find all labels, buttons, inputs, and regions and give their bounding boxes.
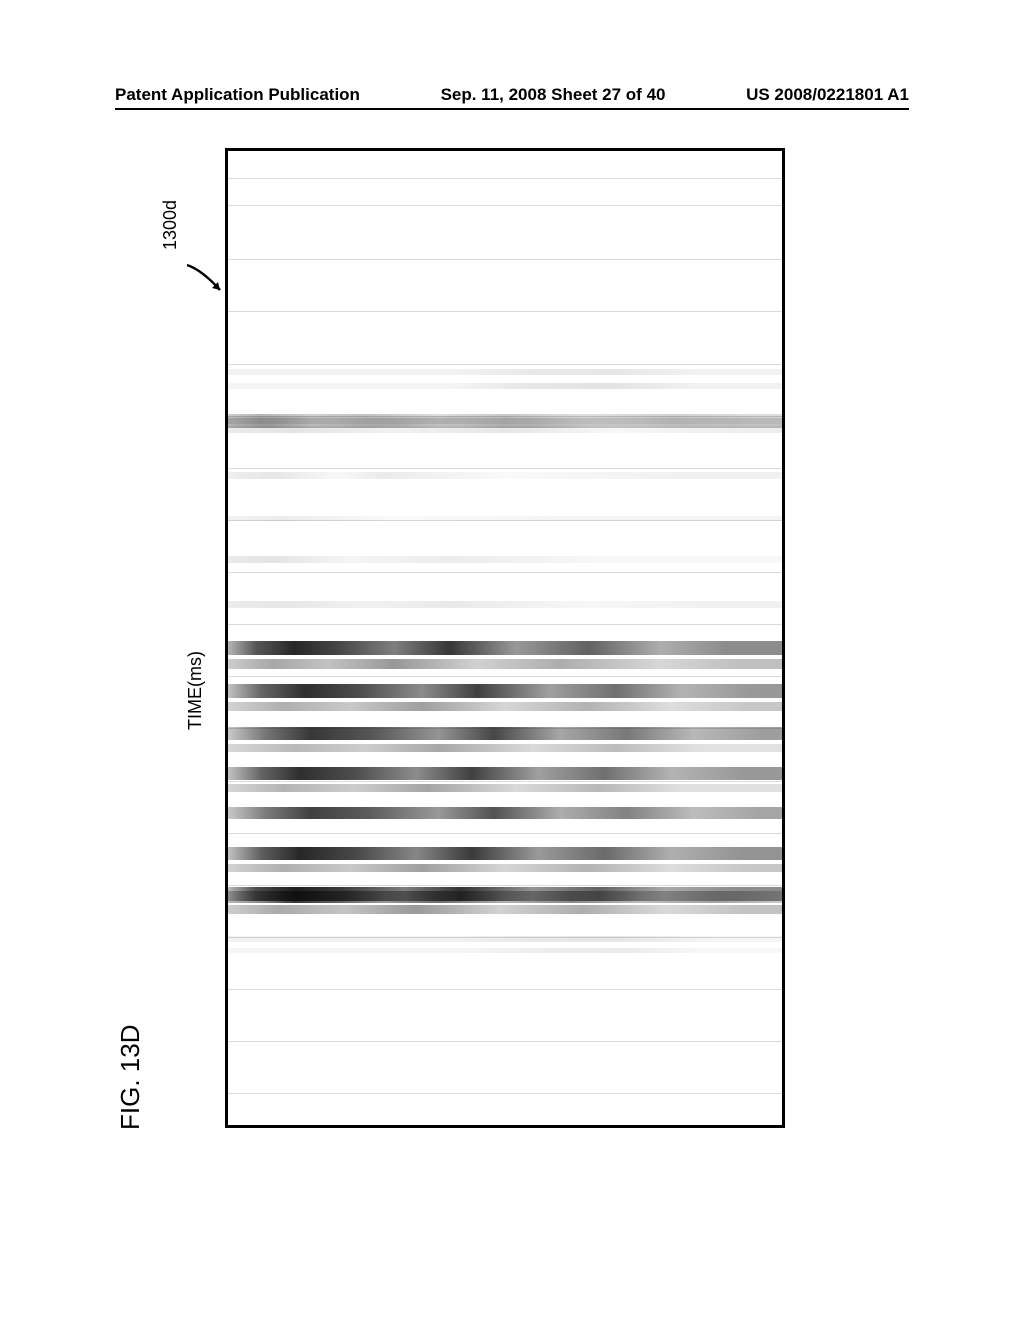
- seismic-trace: [228, 702, 782, 711]
- y-axis-label: TIME(ms): [185, 651, 206, 730]
- header-right: US 2008/0221801 A1: [746, 85, 909, 105]
- seismic-trace: [228, 948, 782, 953]
- seismic-trace: [228, 659, 782, 669]
- seismic-trace: [228, 414, 782, 428]
- seismic-trace: [228, 887, 782, 901]
- header-left: Patent Application Publication: [115, 85, 360, 105]
- seismic-trace: [228, 383, 782, 389]
- seismic-trace: [228, 847, 782, 860]
- figure-label: FIG. 13D: [115, 1025, 146, 1130]
- seismic-trace: [228, 807, 782, 819]
- seismic-chart: [225, 148, 785, 1128]
- seismic-trace: [228, 684, 782, 698]
- seismic-trace: [228, 784, 782, 792]
- seismic-trace: [228, 905, 782, 914]
- page-header: Patent Application Publication Sep. 11, …: [115, 85, 909, 105]
- seismic-trace: [228, 864, 782, 872]
- header-center: Sep. 11, 2008 Sheet 27 of 40: [441, 85, 666, 105]
- seismic-trace: [228, 727, 782, 740]
- seismic-trace: [228, 641, 782, 655]
- seismic-trace: [228, 767, 782, 780]
- seismic-trace: [228, 744, 782, 752]
- reference-number: 1300d: [160, 200, 181, 250]
- seismic-trace: [228, 369, 782, 375]
- seismic-trace: [228, 936, 782, 942]
- header-rule: [115, 108, 909, 110]
